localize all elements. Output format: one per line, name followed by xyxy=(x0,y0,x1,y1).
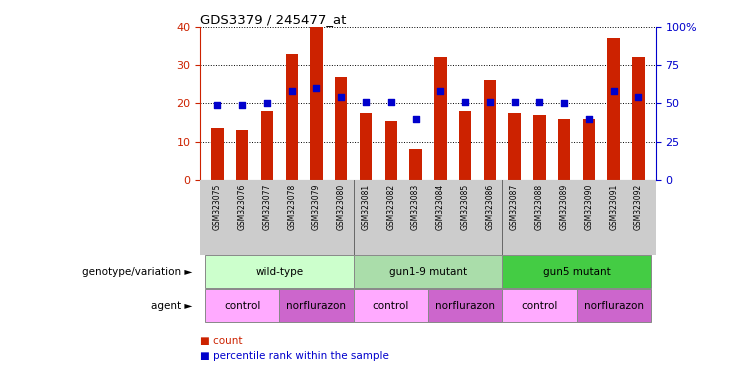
Point xyxy=(310,85,322,91)
Point xyxy=(385,99,396,105)
Point xyxy=(336,94,348,100)
Text: norflurazon: norflurazon xyxy=(584,301,644,311)
Text: GSM323075: GSM323075 xyxy=(213,184,222,230)
Bar xyxy=(534,115,545,180)
Text: GSM323087: GSM323087 xyxy=(510,184,519,230)
Bar xyxy=(385,121,397,180)
Bar xyxy=(211,128,224,180)
Text: ■ count: ■ count xyxy=(200,336,242,346)
Bar xyxy=(502,289,576,322)
Bar xyxy=(205,255,353,288)
Text: control: control xyxy=(373,301,409,311)
Text: norflurazon: norflurazon xyxy=(287,301,347,311)
Point xyxy=(211,102,223,108)
Text: genotype/variation ►: genotype/variation ► xyxy=(82,266,193,276)
Bar xyxy=(360,113,372,180)
Bar xyxy=(608,38,620,180)
Text: GSM323081: GSM323081 xyxy=(362,184,370,230)
Point xyxy=(484,99,496,105)
Text: control: control xyxy=(521,301,557,311)
Bar xyxy=(459,111,471,180)
Bar xyxy=(558,119,571,180)
Bar xyxy=(261,111,273,180)
Bar xyxy=(353,289,428,322)
Point xyxy=(360,99,372,105)
Text: GSM323080: GSM323080 xyxy=(336,184,346,230)
Text: GSM323082: GSM323082 xyxy=(386,184,395,230)
Text: GSM323084: GSM323084 xyxy=(436,184,445,230)
Text: GSM323076: GSM323076 xyxy=(238,184,247,230)
Bar xyxy=(279,289,353,322)
Text: GSM323089: GSM323089 xyxy=(559,184,568,230)
Text: ■ percentile rank within the sample: ■ percentile rank within the sample xyxy=(200,351,389,361)
Text: GSM323090: GSM323090 xyxy=(585,184,594,230)
Bar xyxy=(285,54,298,180)
Bar xyxy=(434,58,447,180)
Bar xyxy=(409,149,422,180)
Point xyxy=(633,94,645,100)
Bar xyxy=(576,289,651,322)
Bar xyxy=(205,289,279,322)
Point xyxy=(459,99,471,105)
Text: gun1-9 mutant: gun1-9 mutant xyxy=(389,266,467,276)
Text: gun5 mutant: gun5 mutant xyxy=(542,266,611,276)
Point xyxy=(261,100,273,106)
Bar xyxy=(508,113,521,180)
Text: GSM323083: GSM323083 xyxy=(411,184,420,230)
Text: agent ►: agent ► xyxy=(151,301,193,311)
Point xyxy=(286,88,298,94)
Bar xyxy=(502,255,651,288)
Text: GSM323086: GSM323086 xyxy=(485,184,494,230)
Text: GSM323078: GSM323078 xyxy=(288,184,296,230)
Text: GSM323091: GSM323091 xyxy=(609,184,618,230)
Text: wild-type: wild-type xyxy=(255,266,303,276)
Point xyxy=(236,102,248,108)
Text: GSM323085: GSM323085 xyxy=(461,184,470,230)
Bar xyxy=(353,255,502,288)
Point xyxy=(410,116,422,122)
Text: GSM323079: GSM323079 xyxy=(312,184,321,230)
Point xyxy=(508,99,520,105)
Bar xyxy=(335,76,348,180)
Point xyxy=(558,100,570,106)
Text: GSM323077: GSM323077 xyxy=(262,184,271,230)
Point xyxy=(583,116,595,122)
Text: GDS3379 / 245477_at: GDS3379 / 245477_at xyxy=(200,13,347,26)
Text: control: control xyxy=(224,301,260,311)
Point xyxy=(434,88,446,94)
Bar xyxy=(632,58,645,180)
Bar xyxy=(236,130,248,180)
Text: GSM323088: GSM323088 xyxy=(535,184,544,230)
Point xyxy=(534,99,545,105)
Bar xyxy=(310,27,322,180)
Point xyxy=(608,88,619,94)
Bar xyxy=(428,289,502,322)
Text: norflurazon: norflurazon xyxy=(435,301,495,311)
Bar xyxy=(484,80,496,180)
Bar xyxy=(582,119,595,180)
Text: GSM323092: GSM323092 xyxy=(634,184,643,230)
